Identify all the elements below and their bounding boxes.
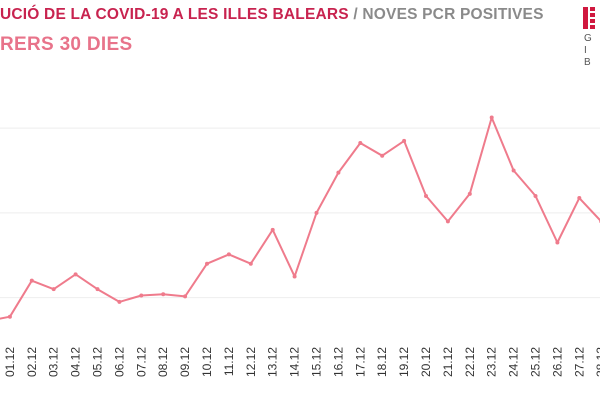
- x-tick-label: 16.12: [331, 347, 345, 377]
- data-point: [248, 261, 253, 266]
- data-point: [270, 227, 275, 232]
- x-tick-label: 24.12: [507, 347, 521, 377]
- data-point: [292, 274, 297, 279]
- x-tick-label: 04.12: [69, 347, 83, 377]
- data-point: [445, 219, 450, 224]
- chart-title: UCIÓ DE LA COVID-19 A LES ILLES BALEARS …: [0, 6, 544, 24]
- data-point: [336, 170, 341, 175]
- x-tick-label: 11.12: [222, 347, 236, 376]
- data-point: [555, 240, 560, 245]
- data-point: [117, 299, 122, 304]
- x-tick-label: 02.12: [25, 347, 39, 377]
- data-point: [29, 278, 34, 283]
- x-tick-label: 03.12: [47, 347, 61, 377]
- data-point: [314, 210, 319, 215]
- x-tick-label: 19.12: [397, 347, 411, 377]
- x-tick-label: 10.12: [200, 347, 214, 377]
- logo-emblem-icon: [582, 6, 596, 30]
- data-point: [95, 287, 100, 292]
- logo-letter: G: [584, 33, 592, 44]
- data-point: [577, 196, 582, 201]
- x-tick-label: 08.12: [156, 347, 170, 377]
- x-tick-label: 21.12: [441, 347, 455, 377]
- x-tick-label: 28.12: [594, 347, 600, 377]
- data-point: [7, 314, 12, 319]
- logo-letter: B: [584, 57, 591, 68]
- data-point: [205, 261, 209, 266]
- logo-letter: I: [584, 45, 587, 56]
- series-line: [0, 116, 600, 320]
- x-tick-label: 05.12: [91, 347, 105, 377]
- data-point: [533, 193, 538, 198]
- x-tick-label: 22.12: [463, 347, 477, 377]
- x-tick-label: 20.12: [419, 347, 433, 377]
- x-tick-label: 14.12: [288, 347, 302, 377]
- x-tick-label: 01.12: [3, 347, 17, 377]
- x-tick-label: 09.12: [178, 347, 192, 377]
- x-tick-label: 23.12: [485, 347, 499, 377]
- x-tick-label: 12.12: [244, 347, 258, 377]
- x-tick-label: 18.12: [375, 347, 389, 377]
- data-point: [511, 168, 516, 173]
- govern-logo: G I B: [579, 6, 600, 68]
- chart-title-separator: /: [348, 6, 363, 23]
- x-tick-label: 15.12: [310, 347, 324, 377]
- data-point: [226, 252, 231, 257]
- data-point: [489, 115, 494, 120]
- chart-subtitle: RERS 30 DIES: [0, 34, 133, 55]
- x-tick-label: 07.12: [134, 347, 148, 377]
- x-tick-label: 17.12: [353, 347, 367, 377]
- chart-title-main: UCIÓ DE LA COVID-19 A LES ILLES BALEARS: [0, 6, 349, 23]
- data-point: [402, 138, 407, 143]
- x-tick-label: 27.12: [572, 347, 586, 377]
- data-point: [380, 153, 385, 158]
- data-point: [467, 191, 472, 196]
- data-point: [139, 293, 144, 298]
- x-tick-label: 13.12: [266, 347, 280, 377]
- data-point: [358, 140, 363, 145]
- data-point: [183, 294, 188, 299]
- data-point: [73, 272, 78, 277]
- data-point: [51, 287, 56, 292]
- chart-title-sub: NOVES PCR POSITIVES: [362, 6, 544, 23]
- x-tick-label: 26.12: [550, 347, 564, 377]
- data-point: [424, 193, 428, 198]
- x-tick-label: 06.12: [112, 347, 126, 377]
- x-tick-label: 25.12: [529, 347, 543, 377]
- data-point: [161, 292, 166, 297]
